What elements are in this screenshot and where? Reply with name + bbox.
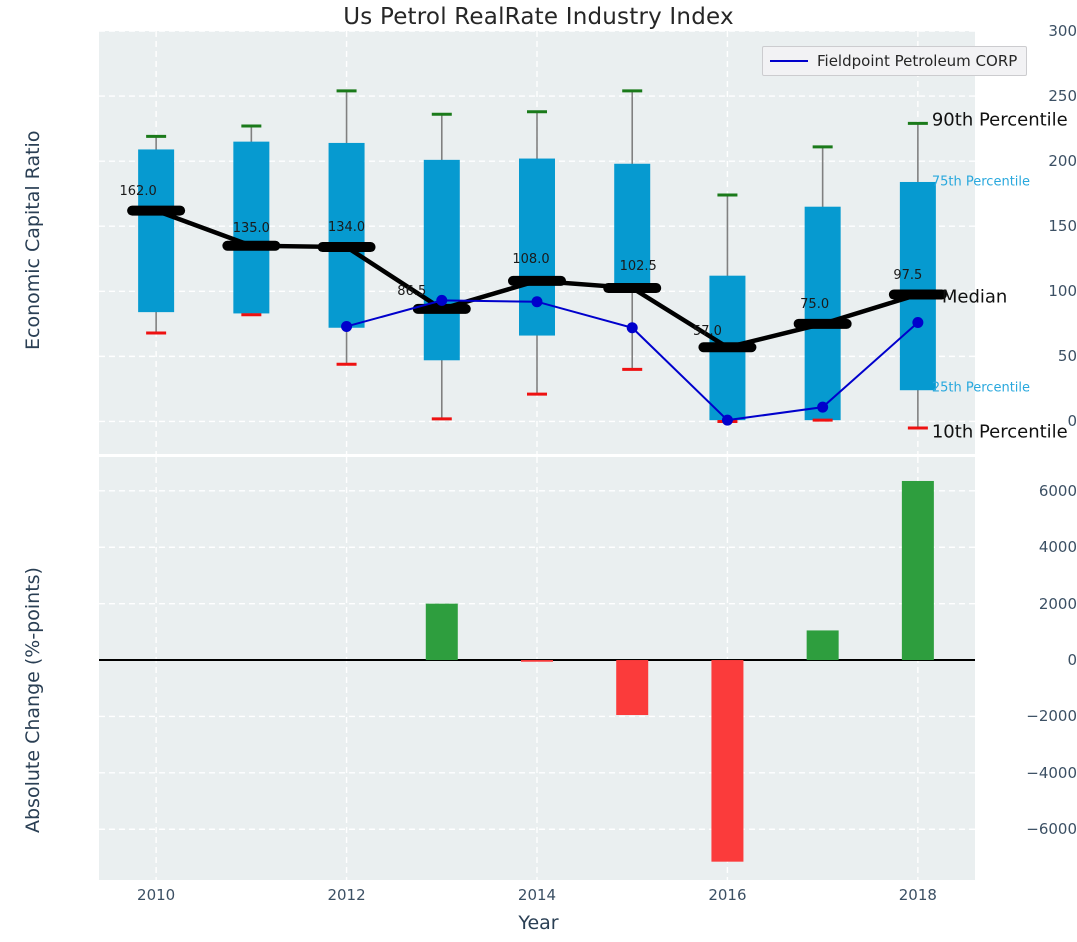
x-tick: 2014 [518,886,556,904]
y-tick-top: 50 [989,347,1077,365]
annotation-p75: 75th Percentile [932,174,1030,189]
legend-label-0: Fieldpoint Petroleum CORP [817,52,1017,70]
chart-root: Us Petrol RealRate Industry Index Econom… [0,0,1077,942]
median-value-label: 57.0 [693,324,722,339]
median-value-label: 135.0 [233,221,270,236]
y-tick-top: 250 [989,87,1077,105]
x-tick: 2012 [327,886,365,904]
y-tick-bottom: −6000 [989,820,1077,838]
legend: Fieldpoint Petroleum CORP [762,46,1027,76]
median-value-label: 134.0 [328,220,365,235]
annotation-median: Median [942,286,1007,307]
annotation-p90: 90th Percentile [932,109,1068,130]
y-tick-bottom: −2000 [989,707,1077,725]
y-tick-bottom: 6000 [989,482,1077,500]
median-value-label: 86.5 [397,284,426,299]
y-tick-top: 300 [989,22,1077,40]
median-value-label: 75.0 [800,297,829,312]
legend-line-icon [770,60,808,62]
y-tick-bottom: 2000 [989,595,1077,613]
annotation-p25: 25th Percentile [932,380,1030,395]
median-value-label: 162.0 [120,184,157,199]
y-tick-top: 200 [989,152,1077,170]
x-tick: 2010 [137,886,175,904]
panel-economic-capital-ratio [99,31,975,454]
y-tick-bottom: 4000 [989,538,1077,556]
x-axis-label: Year [0,912,1077,934]
y-tick-bottom: −4000 [989,764,1077,782]
median-value-label: 108.0 [512,252,549,267]
y-tick-top: 150 [989,217,1077,235]
y-axis-label-bottom: Absolute Change (%-points) [22,567,44,833]
y-axis-label-top: Economic Capital Ratio [22,131,44,350]
median-value-label: 102.5 [620,259,657,274]
y-tick-bottom: 0 [989,651,1077,669]
median-value-label: 97.5 [893,268,922,283]
panel-absolute-change [99,457,975,880]
x-tick: 2016 [708,886,746,904]
page-title: Us Petrol RealRate Industry Index [0,4,1077,30]
x-tick: 2018 [899,886,937,904]
annotation-p10: 10th Percentile [932,421,1068,442]
